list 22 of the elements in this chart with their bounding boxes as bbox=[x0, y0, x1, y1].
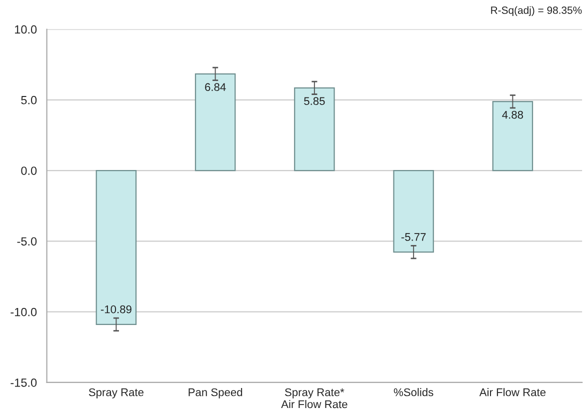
data-label: -5.77 bbox=[401, 233, 426, 241]
bar bbox=[393, 170, 434, 253]
y-tick-label: -15.0 bbox=[10, 378, 37, 387]
bar bbox=[194, 73, 236, 172]
x-tick-label: %Solids bbox=[394, 388, 434, 396]
x-tick-label: Air Flow Rate bbox=[479, 388, 546, 396]
data-label: -10.89 bbox=[100, 305, 132, 314]
data-label: 4.88 bbox=[502, 110, 524, 119]
x-tick-label: Spray Rate bbox=[88, 388, 144, 398]
text: R-Sq(adj) = 98.35% bbox=[491, 6, 582, 16]
y-tick-label: -10.0 bbox=[10, 308, 37, 316]
y-tick-label: -5.0 bbox=[17, 237, 37, 246]
y-tick-label: 0.0 bbox=[21, 166, 37, 175]
x-tick-label: Spray Rate* Air Flow Rate bbox=[281, 388, 348, 408]
data-label: 5.85 bbox=[304, 97, 325, 106]
bar bbox=[294, 87, 335, 172]
bar bbox=[492, 101, 534, 172]
y-tick-label: 5.0 bbox=[21, 96, 37, 104]
x-tick-label: Pan Speed bbox=[188, 388, 242, 398]
data-label: 6.84 bbox=[205, 83, 226, 92]
bar bbox=[96, 170, 137, 325]
y-tick-label: 10.0 bbox=[15, 25, 37, 34]
